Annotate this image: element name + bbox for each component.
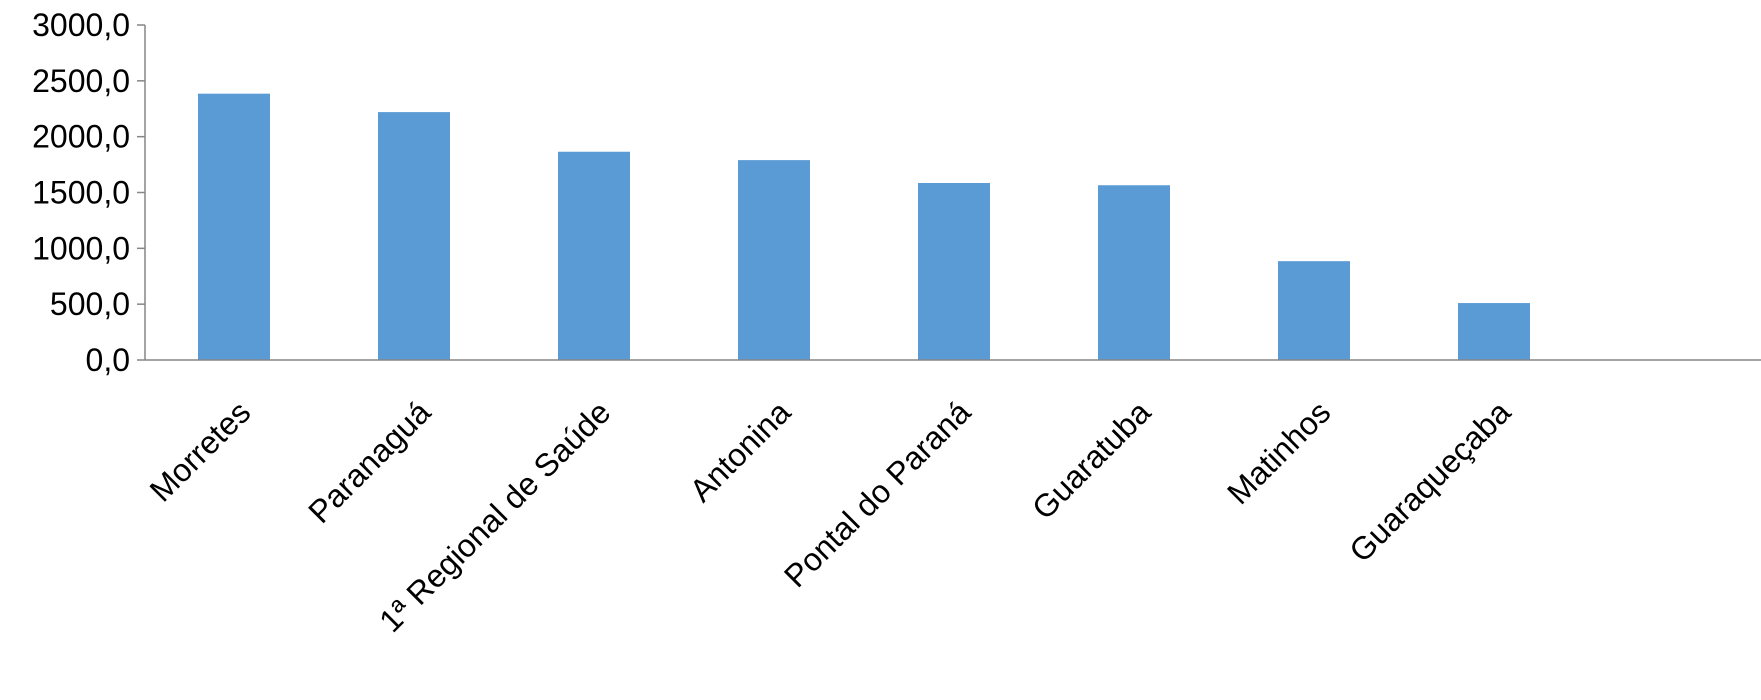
x-tick-label: Matinhos (1220, 394, 1337, 511)
bars (198, 93, 1530, 361)
y-tick-label: 1000,0 (32, 230, 130, 266)
y-tick-label: 3000,0 (32, 7, 130, 43)
bar (1458, 303, 1530, 360)
y-tick-label: 2500,0 (32, 63, 130, 99)
bar (558, 151, 630, 360)
bar (1098, 185, 1170, 360)
y-axis: 0,0 500,0 1000,0 1500,0 2000,0 2500,0 3000,0 (32, 7, 146, 378)
x-tick-label: Guaratuba (1025, 394, 1158, 527)
bar (378, 112, 450, 360)
x-tick-label: Pontal do Paraná (777, 394, 977, 594)
y-tick-label: 1500,0 (32, 175, 130, 211)
x-tick-label: Antonina (683, 394, 798, 509)
y-tick-label: 0,0 (86, 342, 130, 378)
bar (1278, 261, 1350, 360)
bar (738, 160, 810, 360)
y-tick-label: 2000,0 (32, 119, 130, 155)
y-tick-label: 500,0 (50, 286, 130, 322)
x-tick-label: Morretes (143, 394, 258, 509)
x-tick-label: Guaraqueçaba (1342, 394, 1517, 569)
x-tick-label: Paranaguá (301, 394, 437, 530)
bar (198, 93, 270, 361)
bar (918, 183, 990, 360)
